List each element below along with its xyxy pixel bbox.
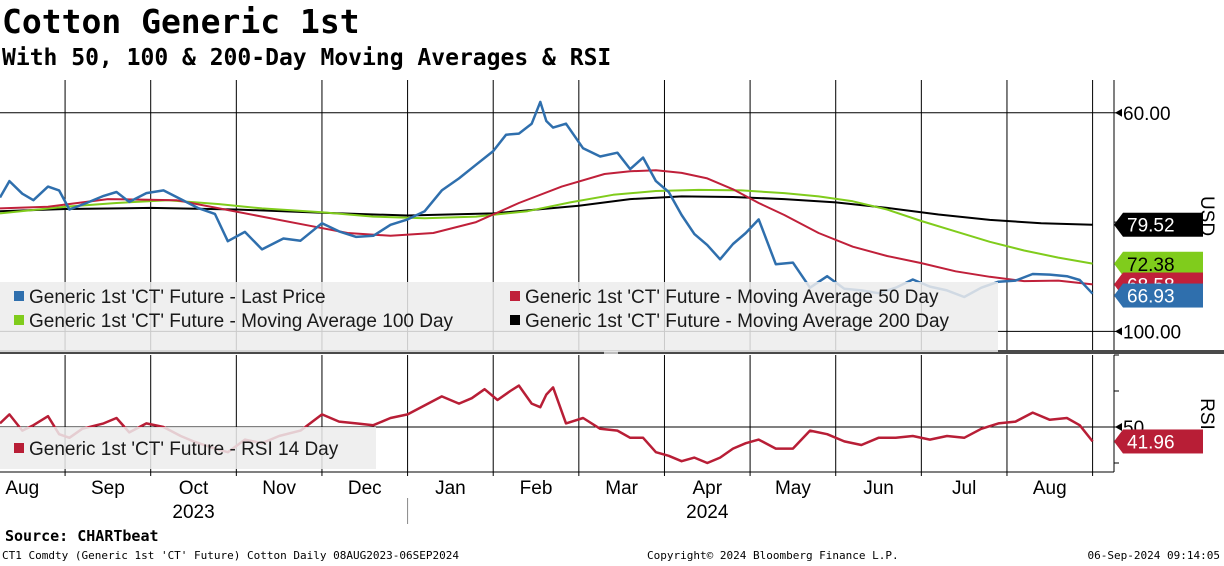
legend-swatch-ma200 (510, 315, 520, 325)
rsi-axis-title: RSI (1196, 398, 1217, 430)
x-axis-month-label: Jun (863, 478, 894, 499)
badge-ma200-pointer (1114, 212, 1123, 237)
axis-tick-arrow (1115, 423, 1122, 431)
series-line-ma50 (0, 169, 1093, 286)
x-axis-month-label: May (775, 478, 811, 499)
legend-label-ma100: Generic 1st 'CT' Future - Moving Average… (29, 311, 454, 332)
x-axis-month-label: Jan (435, 478, 466, 499)
price-tick-label: 60.00 (1123, 104, 1171, 125)
badge-ma200: 79.52 (1114, 212, 1203, 237)
x-axis-month-label: Aug (5, 478, 39, 499)
x-axis-year-label: 2023 (172, 502, 214, 523)
legend-label-ma200: Generic 1st 'CT' Future - Moving Average… (525, 311, 950, 332)
x-axis-month-label: Feb (520, 478, 553, 499)
legend-swatch-ma100 (14, 315, 24, 325)
series-line-ma100 (0, 188, 1093, 265)
badge-ma200-text: 79.52 (1127, 216, 1175, 237)
badge-price-text: 66.93 (1127, 287, 1175, 308)
x-axis-month-label: Aug (1033, 478, 1067, 499)
axis-tick-arrow (1115, 327, 1122, 336)
x-axis-month-label: Oct (179, 478, 209, 499)
badge-price: 66.93 (1114, 283, 1203, 308)
badge-ma100: 72.38 (1114, 251, 1203, 276)
badge-rsi-box (1123, 429, 1203, 454)
badge-rsi-pointer (1114, 429, 1123, 454)
legend-box-rsi (0, 427, 376, 469)
x-axis-month-label: Mar (605, 478, 638, 499)
legend-box-price (0, 282, 998, 352)
footer-timestamp: 06-Sep-2024 09:14:05 (1087, 549, 1220, 562)
panel-divider-handle (604, 351, 618, 354)
badge-ma100-box (1123, 251, 1203, 276)
x-axis-month-label: Sep (91, 478, 125, 499)
legend-label-rsi: Generic 1st 'CT' Future - RSI 14 Day (29, 439, 339, 460)
axis-tick-arrow (1115, 108, 1122, 117)
legend-swatch-rsi (14, 443, 24, 453)
x-axis-year-label: 2024 (686, 502, 729, 523)
legend-label-ma50: Generic 1st 'CT' Future - Moving Average… (525, 287, 939, 308)
badge-ma100-text: 72.38 (1127, 255, 1175, 276)
badge-price-box (1123, 283, 1203, 308)
badge-price-pointer (1114, 283, 1123, 308)
footer-ticker: CT1 Comdty (Generic 1st 'CT' Future) Cot… (2, 549, 459, 562)
legend-swatch-price (14, 291, 24, 301)
source-note: Source: CHARTbeat (5, 527, 159, 545)
x-axis-month-label: Jul (952, 478, 976, 499)
badge-ma100-pointer (1114, 251, 1123, 276)
legend-swatch-ma50 (510, 291, 520, 301)
x-axis-month-label: Dec (348, 478, 382, 499)
chart-subtitle: With 50, 100 & 200-Day Moving Averages &… (2, 45, 612, 71)
footer-copyright: Copyright© 2024 Bloomberg Finance L.P. (647, 549, 899, 562)
legend-label-price: Generic 1st 'CT' Future - Last Price (29, 287, 326, 308)
price-tick-label: 100.00 (1123, 322, 1181, 343)
badge-rsi: 41.96 (1114, 429, 1203, 454)
x-axis-month-label: Apr (692, 478, 722, 499)
x-axis-month-label: Nov (262, 478, 296, 499)
badge-ma200-box (1123, 212, 1203, 237)
badge-rsi-text: 41.96 (1127, 432, 1175, 453)
chart-title: Cotton Generic 1st (2, 2, 360, 41)
